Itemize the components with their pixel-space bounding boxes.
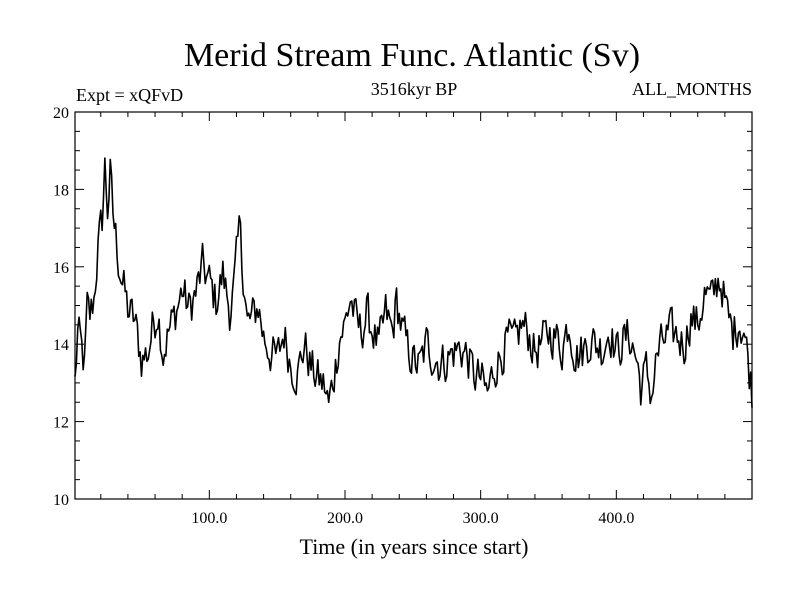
plot-frame <box>74 111 753 500</box>
y-tick-label: 20 <box>53 105 69 122</box>
x-tick-label: 400.0 <box>598 510 634 527</box>
period-label: 3516kyr BP <box>371 79 458 99</box>
x-tick-label: 200.0 <box>327 510 363 527</box>
y-tick-label: 12 <box>53 415 69 432</box>
x-axis-label: Time (in years since start) <box>300 534 529 559</box>
y-tick-label: 16 <box>53 260 69 277</box>
tick-labels: 100.0 200.0 300.0 400.0 10 12 14 16 18 20 <box>53 105 634 527</box>
chart-title: Merid Stream Func. Atlantic (Sv) <box>184 37 640 74</box>
y-tick-label: 18 <box>53 182 69 199</box>
y-tick-label: 14 <box>53 337 69 354</box>
expt-label: Expt = xQFvD <box>76 85 183 105</box>
x-tick-label: 300.0 <box>463 510 499 527</box>
x-tick-label: 100.0 <box>191 510 227 527</box>
data-series-line <box>74 157 753 408</box>
y-tick-label: 10 <box>53 492 69 509</box>
months-label: ALL_MONTHS <box>632 79 752 99</box>
tick-marks <box>75 112 752 499</box>
